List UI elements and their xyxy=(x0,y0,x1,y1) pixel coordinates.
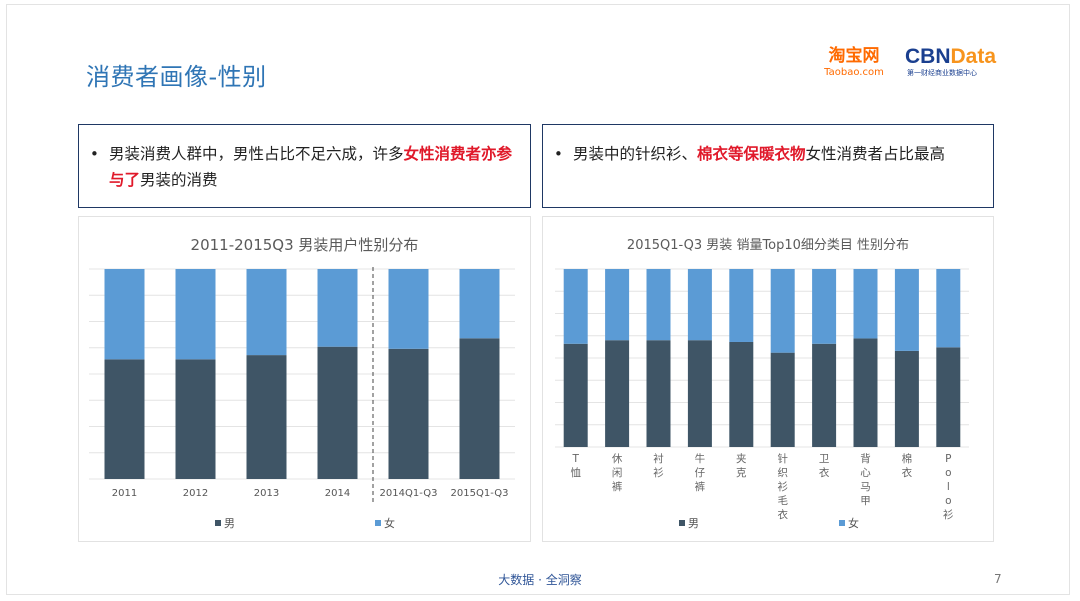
taobao-logo-cn: 淘宝网 xyxy=(828,46,880,66)
legend-label: 男 xyxy=(688,517,699,530)
legend-swatch xyxy=(215,520,221,526)
x-tick-label: 夹克 xyxy=(736,452,747,479)
slide-frame xyxy=(6,4,1070,595)
bar-male xyxy=(687,340,712,447)
x-tick-label: 2012 xyxy=(183,488,208,499)
bar-female xyxy=(936,269,961,348)
callout-left-highlight: 女性消费者亦参与了 xyxy=(109,145,513,189)
bar-female xyxy=(388,269,429,349)
x-tick-label: 针织衫毛衣 xyxy=(777,452,788,521)
bar-male xyxy=(104,359,145,479)
legend-swatch xyxy=(375,520,381,526)
legend-label: 男 xyxy=(224,517,235,530)
bullet-icon: • xyxy=(554,145,563,163)
x-tick-label: 休闲裤 xyxy=(612,453,623,493)
taobao-logo: 淘宝网 Taobao.com xyxy=(810,46,898,84)
bar-male xyxy=(853,338,878,447)
x-tick-label: 2011 xyxy=(112,488,137,499)
legend-label: 女 xyxy=(848,516,859,530)
bar-male xyxy=(246,355,287,479)
bar-female xyxy=(605,269,630,341)
bullet-icon: • xyxy=(90,145,99,163)
bar-male xyxy=(812,343,837,447)
x-tick-label: 2014Q1-Q3 xyxy=(380,488,438,499)
logo-area: 淘宝网 Taobao.com CBNData 第一财经商业数据中心 xyxy=(810,44,1030,84)
callout-right-text: 男装中的针织衫、 xyxy=(573,145,698,163)
bar-male xyxy=(605,340,630,447)
callout-right-highlight: 棉衣等保暖衣物 xyxy=(697,145,806,163)
bar-female xyxy=(563,269,588,344)
bar-female xyxy=(104,269,145,360)
bar-male xyxy=(894,350,919,447)
cbndata-logo-accent: Data xyxy=(950,45,997,68)
callout-left-text-end: 男装的消费 xyxy=(140,171,218,189)
x-tick-label: 卫衣 xyxy=(819,453,830,479)
bar-male xyxy=(563,343,588,447)
chart-category-gender: 2015Q1-Q3 男装 销量Top10细分类目 性别分布 T 恤 休闲裤 衬衫 牛仔裤… xyxy=(542,216,994,542)
bar-female xyxy=(853,269,878,339)
bar-female xyxy=(770,269,795,353)
page-title: 消费者画像-性别 xyxy=(86,63,267,91)
x-tick-label: 2015Q1-Q3 xyxy=(451,488,509,499)
cbndata-logo: CBNData 第一财经商业数据中心 xyxy=(905,46,1025,84)
chart-user-gender: 2011-2015Q3 男装用户性别分布 2011 2012 2013 2014 201… xyxy=(78,216,531,542)
x-tick-label: 棉衣 xyxy=(902,452,913,479)
bar-male xyxy=(770,352,795,447)
chart-title: 2011-2015Q3 男装用户性别分布 xyxy=(190,236,419,254)
legend-swatch xyxy=(839,520,845,526)
bar-male xyxy=(729,341,754,447)
legend-swatch xyxy=(679,520,685,526)
bar-female xyxy=(729,269,754,342)
bar-female xyxy=(459,269,500,339)
taobao-logo-en: Taobao.com xyxy=(824,67,884,78)
bar-female xyxy=(812,269,837,344)
x-tick-label: 衬衫 xyxy=(653,452,664,479)
bar-female xyxy=(646,269,671,341)
legend-label: 女 xyxy=(384,516,395,530)
x-tick-label: 背心马甲 xyxy=(860,452,871,507)
cbndata-logo-main: CBN xyxy=(905,45,951,68)
chart-user-gender-plot: 2011 2012 2013 2014 2014Q1-Q3 2015Q1-Q3 男 女 xyxy=(89,267,515,530)
cbndata-logo-sub: 第一财经商业数据中心 xyxy=(907,69,977,77)
bar-female xyxy=(175,269,216,360)
chart-title: 2015Q1-Q3 男装 销量Top10细分类目 性别分布 xyxy=(626,238,910,253)
callout-left-text: 男装消费人群中，男性占比不足六成，许多 xyxy=(109,145,404,163)
footer-slogan: 大数据 · 全洞察 xyxy=(498,573,582,587)
x-tick-label: 牛仔裤 xyxy=(695,452,706,493)
callout-right-text-end: 女性消费者占比最高 xyxy=(805,145,946,163)
bar-male xyxy=(175,359,216,479)
bar-female xyxy=(317,269,358,347)
bar-male xyxy=(936,347,961,447)
callout-left: • 男装消费人群中，男性占比不足六成，许多女性消费者亦参与了男装的消费 xyxy=(78,124,531,208)
x-tick-label: 2014 xyxy=(325,488,350,499)
bar-male xyxy=(646,340,671,447)
bar-female xyxy=(894,269,919,351)
bar-male xyxy=(459,338,500,479)
chart-category-gender-plot: T 恤 休闲裤 衬衫 牛仔裤 夹克 针织衫毛衣 卫衣 背心马甲 棉衣 P o l o 衫男 女 xyxy=(555,268,969,530)
page-number: 7 xyxy=(994,572,1002,586)
bar-female xyxy=(687,269,712,341)
bar-male xyxy=(317,346,358,479)
x-tick-label: 2013 xyxy=(254,488,279,499)
callout-right: • 男装中的针织衫、棉衣等保暖衣物女性消费者占比最高 xyxy=(542,124,994,208)
bar-male xyxy=(388,348,429,479)
bar-female xyxy=(246,269,287,356)
